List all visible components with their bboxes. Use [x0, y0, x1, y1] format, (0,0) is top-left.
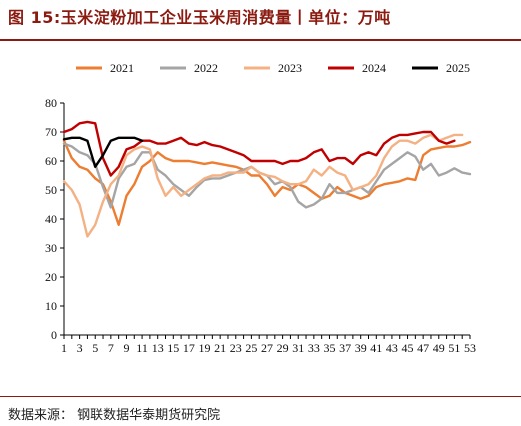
series-group: [62, 120, 472, 238]
x-tick-label: 7: [108, 341, 114, 355]
y-tick-label: 10: [45, 299, 57, 313]
x-tick-label: 17: [183, 341, 195, 355]
data-source: 数据来源： 钢联数据华泰期货研究院: [8, 408, 221, 423]
x-tick-label: 21: [214, 341, 226, 355]
x-tick-label: 5: [92, 341, 98, 355]
x-tick-label: 19: [199, 341, 211, 355]
x-tick-label: 9: [123, 341, 129, 355]
x-tick-label: 25: [245, 341, 257, 355]
y-tick-label: 70: [45, 125, 57, 139]
y-tick-label: 80: [45, 96, 57, 110]
x-tick-label: 39: [355, 341, 367, 355]
x-tick-label: 35: [323, 341, 335, 355]
series-line-2021: [62, 139, 472, 226]
legend: 2021 2022 2023 2024 2025: [76, 61, 470, 75]
x-tick-label: 27: [261, 341, 273, 355]
series-line-2025: [62, 136, 144, 168]
series-line-2023: [62, 133, 464, 238]
x-tick-label: 3: [77, 341, 83, 355]
x-tick-label: 41: [370, 341, 382, 355]
x-tick-label: 11: [136, 341, 148, 355]
x-tick-label: 31: [292, 341, 304, 355]
y-tick-label: 30: [45, 241, 57, 255]
legend-label-2022: 2022: [194, 61, 218, 75]
y-tick-label: 60: [45, 154, 57, 168]
y-tick-label: 0: [51, 328, 57, 342]
legend-label-2021: 2021: [110, 61, 134, 75]
title-rule: [0, 39, 521, 41]
x-tick-label: 47: [417, 341, 429, 355]
y-tick-label: 40: [45, 212, 57, 226]
x-tick-label: 53: [464, 341, 476, 355]
x-tick-label: 43: [386, 341, 398, 355]
y-tick-label: 20: [45, 270, 57, 284]
chart-title: 图 15:玉米淀粉加工企业玉米周消费量丨单位：万吨: [8, 8, 391, 27]
x-tick-label: 23: [230, 341, 242, 355]
legend-label-2024: 2024: [362, 61, 386, 75]
x-tick-label: 45: [402, 341, 414, 355]
y-tick-label: 50: [45, 183, 57, 197]
x-tick-label: 13: [152, 341, 164, 355]
footer-rule: [0, 396, 521, 397]
x-tick-label: 29: [277, 341, 289, 355]
x-tick-label: 37: [339, 341, 351, 355]
x-tick-label: 1: [61, 341, 67, 355]
x-tick-label: 33: [308, 341, 320, 355]
legend-label-2025: 2025: [446, 61, 470, 75]
x-tick-label: 51: [448, 341, 460, 355]
series-line-2024: [62, 120, 456, 177]
legend-label-2023: 2023: [278, 61, 302, 75]
x-tick-label: 15: [167, 341, 179, 355]
x-tick-label: 49: [433, 341, 445, 355]
